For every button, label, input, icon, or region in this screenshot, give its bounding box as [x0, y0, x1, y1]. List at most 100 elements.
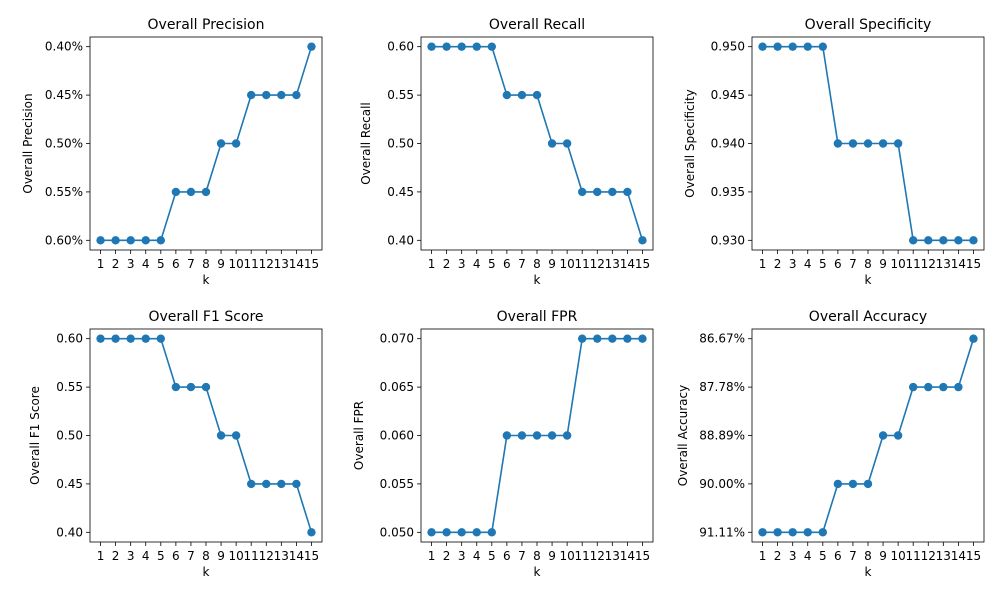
- data-point: [577, 334, 587, 343]
- x-tick-label: 1: [428, 257, 436, 271]
- x-axis-label: k: [203, 565, 210, 579]
- y-tick-label: 0.940: [711, 137, 745, 151]
- y-tick-label: 0.60: [56, 332, 83, 346]
- y-tick-label: 0.055: [380, 477, 414, 491]
- x-axis-label: k: [534, 273, 541, 287]
- data-point: [487, 42, 497, 51]
- series-line: [762, 338, 975, 534]
- data-point: [126, 236, 135, 245]
- data-point: [96, 236, 105, 245]
- data-point: [547, 431, 557, 440]
- series-line: [100, 337, 313, 533]
- chart-title: Overall Specificity: [805, 17, 932, 33]
- x-tick-label: 7: [187, 549, 195, 563]
- data-point: [292, 479, 301, 489]
- data-point: [788, 42, 797, 51]
- y-tick-label: 0.40: [56, 525, 83, 539]
- data-point: [547, 139, 557, 148]
- data-point: [472, 42, 481, 51]
- x-tick-label: 1: [97, 549, 105, 563]
- x-tick-label: 5: [488, 549, 496, 563]
- chart-title: Overall FPR: [497, 309, 578, 325]
- y-tick-label: 0.070: [380, 332, 414, 346]
- axes-frame: [89, 328, 323, 543]
- data-point: [758, 528, 767, 537]
- data-point: [818, 42, 828, 51]
- x-tick-label: 4: [473, 549, 481, 563]
- data-point: [156, 236, 166, 245]
- data-point: [893, 139, 903, 148]
- x-tick-label: 11: [906, 257, 921, 271]
- y-tick-label: 91.11%: [699, 525, 745, 539]
- x-tick-label: 10: [890, 549, 905, 563]
- x-tick-label: 4: [804, 549, 812, 563]
- data-point: [141, 334, 150, 343]
- data-point: [262, 479, 271, 489]
- x-tick-label: 5: [157, 549, 165, 563]
- data-point: [216, 139, 226, 148]
- data-point: [231, 139, 241, 148]
- x-tick-label: 9: [548, 257, 556, 271]
- x-tick-label: 2: [112, 549, 120, 563]
- data-point: [231, 431, 241, 440]
- data-point: [908, 236, 918, 245]
- data-point: [954, 236, 963, 245]
- x-tick-label: 3: [458, 549, 466, 563]
- x-tick-label: 14: [289, 549, 304, 563]
- data-point: [623, 334, 632, 343]
- x-tick-label: 13: [936, 257, 951, 271]
- y-tick-label: 0.950: [711, 40, 745, 54]
- x-tick-label: 15: [966, 549, 981, 563]
- data-point: [939, 236, 948, 245]
- x-tick-label: 11: [906, 549, 921, 563]
- x-tick-label: 8: [864, 257, 872, 271]
- y-axis-label: Overall Accuracy: [676, 385, 690, 486]
- data-point: [893, 431, 903, 440]
- x-tick-label: 6: [834, 549, 842, 563]
- y-tick-label: 0.40%: [45, 40, 83, 54]
- x-tick-label: 13: [936, 549, 951, 563]
- data-point: [246, 479, 256, 489]
- data-point: [216, 431, 226, 440]
- data-point: [201, 382, 211, 392]
- data-point: [608, 334, 617, 343]
- y-tick-label: 0.930: [711, 233, 745, 247]
- data-point: [758, 42, 767, 51]
- data-point: [141, 236, 150, 245]
- x-tick-label: 9: [217, 549, 225, 563]
- y-tick-label: 0.60%: [45, 233, 83, 247]
- x-tick-label: 1: [759, 549, 767, 563]
- x-tick-label: 13: [605, 257, 620, 271]
- data-point: [186, 382, 196, 392]
- y-tick-label: 88.89%: [699, 429, 745, 443]
- y-tick-label: 0.935: [711, 185, 745, 199]
- x-tick-label: 4: [142, 549, 150, 563]
- x-tick-label: 5: [819, 257, 827, 271]
- x-tick-label: 5: [819, 549, 827, 563]
- data-point: [638, 236, 647, 245]
- x-tick-label: 3: [789, 257, 797, 271]
- x-tick-label: 11: [244, 549, 259, 563]
- x-tick-label: 3: [458, 257, 466, 271]
- x-tick-label: 11: [575, 549, 590, 563]
- x-tick-label: 12: [590, 257, 605, 271]
- x-tick-label: 2: [112, 257, 120, 271]
- y-axis-label: Overall Precision: [21, 93, 35, 193]
- data-point: [171, 187, 181, 197]
- data-point: [111, 334, 120, 343]
- y-tick-label: 0.45: [56, 477, 83, 491]
- y-tick-label: 0.55: [387, 88, 414, 102]
- data-point: [848, 139, 858, 148]
- x-tick-label: 14: [620, 549, 635, 563]
- data-point: [833, 139, 843, 148]
- data-point: [863, 139, 873, 148]
- x-tick-label: 15: [635, 257, 650, 271]
- chart-title: Overall Recall: [489, 17, 585, 33]
- x-tick-label: 11: [244, 257, 259, 271]
- x-tick-label: 14: [951, 549, 966, 563]
- x-tick-label: 3: [789, 549, 797, 563]
- x-tick-label: 14: [289, 257, 304, 271]
- y-tick-label: 0.45: [387, 185, 414, 199]
- y-tick-label: 0.45%: [45, 88, 83, 102]
